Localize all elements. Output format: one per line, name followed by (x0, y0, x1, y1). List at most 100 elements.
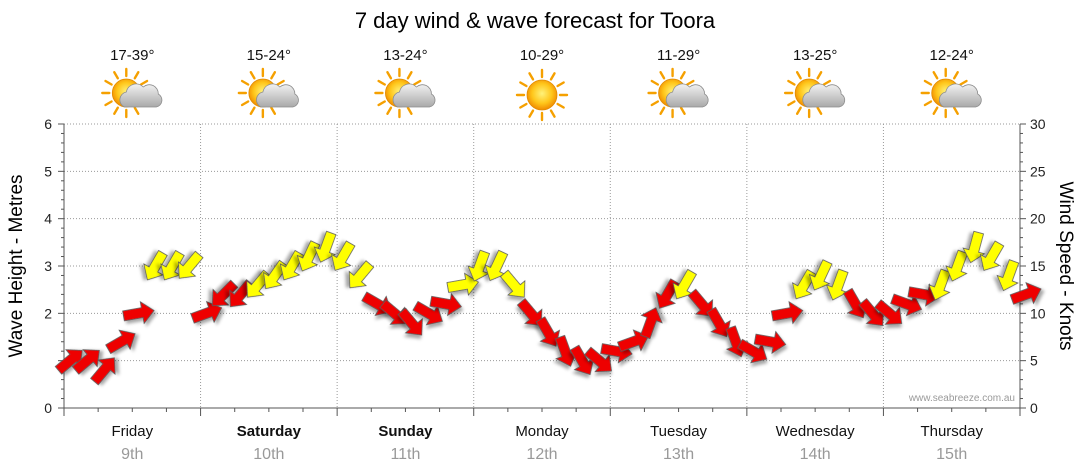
sun-ray (133, 106, 140, 115)
sun-ray (240, 79, 250, 86)
sun-ray (953, 106, 959, 115)
sun-ray (276, 79, 285, 86)
day-column-sunday: 13-24° Sunday 11th (374, 47, 436, 463)
day-name-label: Thursday (920, 423, 983, 440)
day-name-label: Friday (111, 423, 153, 440)
sun-ray (953, 71, 959, 80)
wind-arrow (753, 330, 787, 355)
sun-cloud-icon (647, 67, 709, 119)
temp-range-label: 17-39° (110, 47, 154, 64)
sun-rays (374, 67, 425, 119)
date-label: 13th (663, 446, 694, 463)
temp-range-label: 12-24° (930, 47, 974, 64)
sun-ray (270, 71, 277, 80)
left-tick-label: 0 (44, 400, 52, 416)
right-tick-label: 25 (1030, 163, 1046, 179)
wind-arrow (687, 288, 714, 317)
sun-ray (679, 106, 686, 115)
wind-arrow (143, 249, 168, 281)
temp-range-label: 13-25° (793, 47, 837, 64)
right-axis-title: Wind Speed - Knots (1055, 182, 1076, 351)
sun-rays (101, 67, 152, 119)
sun-ray (528, 109, 535, 118)
wind-arrow (535, 316, 561, 347)
sun-ray (377, 79, 386, 86)
sun-ray (249, 71, 256, 80)
wind-arrow (90, 357, 116, 386)
left-tick-label: 2 (44, 305, 52, 321)
day-name-label: Monday (515, 423, 569, 440)
day-column-monday: 10-29° Monday 12th (515, 47, 569, 463)
sun-ray (240, 100, 250, 107)
sun-ray (519, 102, 528, 109)
left-tick-label: 6 (44, 116, 52, 132)
date-label: 11th (390, 446, 420, 463)
temp-range-label: 15-24° (247, 47, 291, 64)
wind-arrow (808, 259, 833, 291)
right-tick-label: 15 (1030, 258, 1046, 274)
sun-rays (783, 67, 835, 119)
sun-ray (787, 100, 796, 107)
cloud-shape (938, 83, 982, 108)
day-headers: 17-39° Friday 9th 15-24° Saturday 10th 13-24° S… (101, 47, 983, 463)
date-label: 9th (121, 446, 143, 463)
temp-range-label: 10-29° (520, 47, 564, 64)
day-column-thursday: 12-24° Thursday 15th (920, 47, 983, 463)
wind-arrow (313, 230, 337, 263)
sun-disc (526, 79, 558, 111)
right-tick-label: 30 (1030, 116, 1046, 132)
wind-arrow (672, 268, 697, 300)
wind-arrow (928, 268, 951, 301)
wind-arrow (190, 300, 223, 324)
wind-arrow (348, 260, 375, 289)
sun-ray (650, 100, 660, 107)
day-column-tuesday: 11-29° Tuesday 13th (647, 47, 709, 463)
sun-ray (386, 106, 393, 115)
wind-arrow (296, 240, 321, 272)
sun-ray (528, 72, 535, 81)
cloud-shape (802, 83, 846, 108)
credit-text: www.seabreeze.com.au (908, 393, 1015, 404)
chart-title: 7 day wind & wave forecast for Toora (355, 8, 716, 33)
sun-ray (787, 79, 796, 86)
sun-ray (104, 79, 113, 86)
wind-arrow (499, 269, 526, 298)
sun-cloud-icon (101, 67, 163, 119)
cloud-shape (665, 83, 709, 108)
day-name-label: Sunday (378, 423, 433, 440)
wind-arrow (736, 338, 768, 364)
wind-arrow (979, 240, 1005, 271)
sun-ray (822, 79, 832, 86)
sun-ray (249, 106, 256, 115)
sun-ray (104, 100, 113, 107)
wind-arrow (569, 344, 595, 376)
sun-ray (270, 106, 277, 115)
sun-ray (139, 79, 149, 86)
wind-arrow (890, 293, 923, 317)
wind-arrow (945, 249, 969, 282)
cloud-shape (392, 83, 436, 108)
sun-ray (816, 71, 823, 80)
wind-arrow (467, 249, 491, 282)
date-label: 14th (800, 446, 831, 463)
wind-arrow (640, 307, 663, 340)
sun-ray (923, 100, 933, 107)
right-tick-label: 0 (1030, 400, 1038, 416)
wind-arrow (516, 298, 543, 327)
sun-ray (686, 79, 695, 86)
left-tick-label: 4 (44, 211, 52, 227)
wind-arrow (962, 230, 986, 264)
date-label: 15th (936, 446, 967, 463)
wind-arrow (429, 292, 462, 317)
sun-ray (659, 71, 666, 80)
right-tick-label: 20 (1030, 211, 1046, 227)
sun-cloud-icon (920, 67, 982, 119)
sun-ray (650, 79, 660, 86)
wind-arrow (825, 268, 849, 301)
wind-arrow (211, 279, 239, 307)
wind-arrow (178, 250, 204, 279)
wind-arrow (160, 249, 185, 281)
sun-ray (113, 71, 119, 80)
wind-arrow (770, 300, 804, 325)
day-name-label: Wednesday (776, 423, 855, 440)
